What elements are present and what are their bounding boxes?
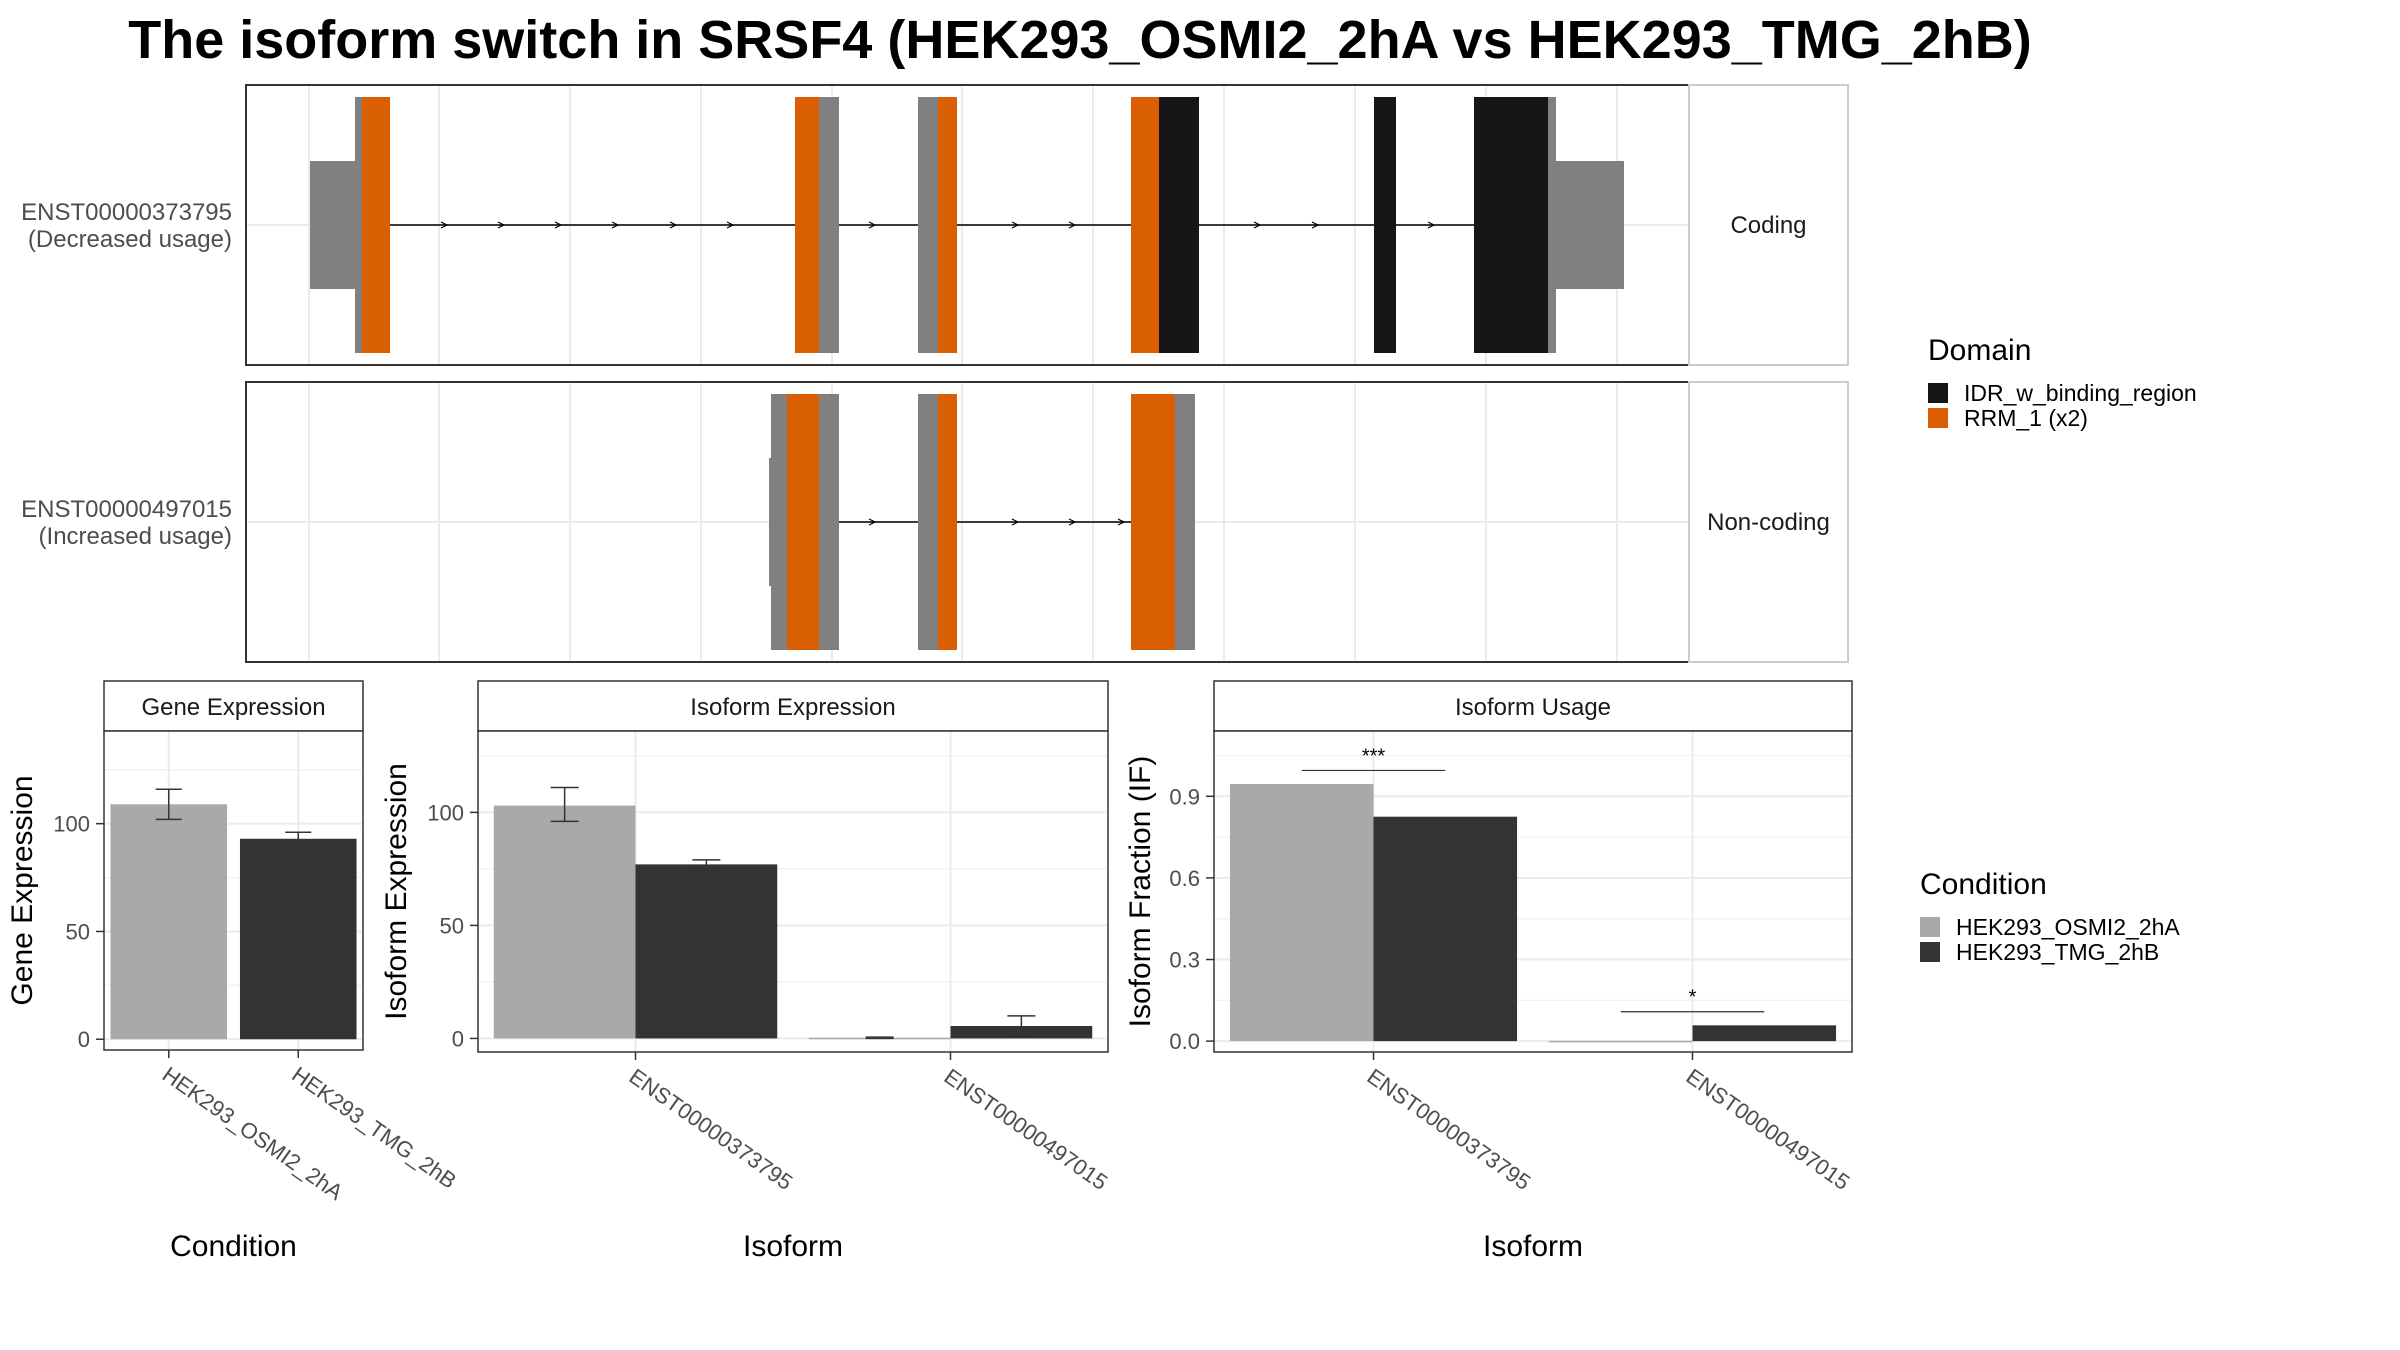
- bar-panel-2: Isoform Expression 0 50 100 ENST00000373795 E…: [380, 680, 1113, 1263]
- intron-arrow-icon: [1011, 221, 1020, 229]
- condition-legend-title: Condition: [1920, 868, 2047, 901]
- strip-background: [1688, 381, 1849, 663]
- rrm-domain: [938, 97, 957, 353]
- rrm-domain: [1131, 97, 1159, 353]
- domain-legend-label: IDR_w_binding_region: [1964, 380, 2197, 406]
- bar-panel-3: Isoform Usage****0.00.30.60.9ENST0000037…: [1124, 680, 1855, 1263]
- significance-label: ***: [1362, 745, 1386, 767]
- x-tick-label: ENST00000373795: [1363, 1064, 1536, 1195]
- rrm-domain: [1131, 394, 1175, 650]
- intron-arrow-icon: [669, 221, 678, 229]
- idr-domain: [1374, 97, 1396, 353]
- panel-strip: [1213, 680, 1853, 732]
- bar: [1692, 1025, 1837, 1042]
- plot-border: [477, 730, 1109, 1053]
- intron-arrow-icon: [611, 221, 620, 229]
- x-axis-title: Isoform: [743, 1230, 843, 1263]
- condition-legend-key: [1920, 917, 1940, 937]
- rrm-domain: [795, 97, 819, 353]
- isoform-row-ENST00000373795: Coding ENST00000373795(Decreased usage): [21, 84, 1849, 366]
- panel-strip: [103, 680, 364, 732]
- y-axis-title: Isoform Fraction (IF): [1124, 756, 1157, 1028]
- y-tick-label: 0.9: [1169, 784, 1200, 809]
- y-tick-label: 50: [66, 919, 90, 944]
- x-axis-title: Condition: [170, 1230, 297, 1263]
- y-tick-label: 0: [452, 1026, 464, 1051]
- intron-arrow-icon: [1068, 221, 1077, 229]
- figure-title: The isoform switch in SRSF4 (HEK293_OSMI…: [128, 10, 2032, 70]
- idr-domain: [1159, 97, 1199, 353]
- bar: [1229, 784, 1374, 1042]
- y-tick-label: 100: [53, 812, 90, 837]
- bar: [239, 838, 357, 1040]
- bar: [635, 864, 778, 1039]
- bar: [1548, 1040, 1693, 1043]
- y-tick-label: 0.3: [1169, 948, 1200, 973]
- x-axis-title: Isoform: [1483, 1230, 1583, 1263]
- intron-arrow-icon: [1427, 221, 1436, 229]
- plot-border: [1213, 730, 1853, 1053]
- domain-legend-title: Domain: [1928, 334, 2031, 367]
- strip-label: Coding: [1730, 212, 1806, 239]
- y-tick-label: 0.0: [1169, 1029, 1200, 1054]
- x-tick-label: ENST00000373795: [625, 1064, 798, 1195]
- significance-label: *: [1689, 987, 1697, 1009]
- isoform-structure-panels: Coding ENST00000373795(Decreased usage) No…: [21, 84, 1849, 663]
- y-tick-label: 0.6: [1169, 866, 1200, 891]
- condition-legend-label: HEK293_TMG_2hB: [1956, 939, 2159, 965]
- intron-arrow-icon: [1253, 221, 1262, 229]
- panel-strip: [477, 680, 1109, 732]
- intron-arrow-icon: [1117, 518, 1126, 526]
- intron-arrow-icon: [726, 221, 735, 229]
- y-tick-label: 100: [427, 800, 464, 825]
- intron-arrow-icon: [497, 221, 506, 229]
- condition-legend-key: [1920, 942, 1940, 962]
- isoform-usage-label: (Decreased usage): [28, 226, 232, 253]
- isoform-id-label: ENST00000497015: [21, 496, 232, 523]
- intron-arrow-icon: [868, 221, 877, 229]
- y-axis-title: Gene Expression: [6, 775, 39, 1005]
- y-tick-label: 50: [440, 913, 464, 938]
- isoform-usage-label: (Increased usage): [39, 523, 232, 550]
- y-tick-label: 0: [78, 1027, 90, 1052]
- intron-arrow-icon: [1011, 518, 1020, 526]
- isoform-id-label: ENST00000373795: [21, 199, 232, 226]
- x-tick-label: ENST00000497015: [1682, 1064, 1855, 1195]
- domain-legend-key: [1928, 408, 1948, 428]
- intron-arrow-icon: [440, 221, 449, 229]
- bar: [1373, 816, 1518, 1042]
- panel-title: Isoform Expression: [690, 694, 895, 721]
- condition-legend-label: HEK293_OSMI2_2hA: [1956, 914, 2180, 940]
- rrm-domain: [362, 97, 390, 353]
- bar: [493, 805, 636, 1039]
- panel-title: Isoform Usage: [1455, 694, 1611, 721]
- idr-domain: [1474, 97, 1548, 353]
- intron-arrow-icon: [554, 221, 563, 229]
- strip-label: Non-coding: [1707, 509, 1830, 536]
- intron-arrow-icon: [1068, 518, 1077, 526]
- intron-arrow-icon: [868, 518, 877, 526]
- bar: [110, 804, 228, 1040]
- expression-bar-panels: Gene Expression050100HEK293_OSMI2_2hAHEK…: [6, 680, 1855, 1263]
- strip-background: [1688, 84, 1849, 366]
- panel-title: Gene Expression: [141, 694, 325, 721]
- plot-border: [103, 730, 364, 1051]
- rrm-domain: [787, 394, 819, 650]
- y-axis-title: Isoform Expression: [380, 763, 413, 1020]
- intron-arrow-icon: [1311, 221, 1320, 229]
- rrm-domain: [938, 394, 957, 650]
- x-tick-label: ENST00000497015: [940, 1064, 1113, 1195]
- domain-legend-key: [1928, 383, 1948, 403]
- isoform-row-ENST00000497015: Non-coding ENST00000497015(Increased usag…: [21, 381, 1849, 663]
- domain-legend-label: RRM_1 (x2): [1964, 405, 2088, 431]
